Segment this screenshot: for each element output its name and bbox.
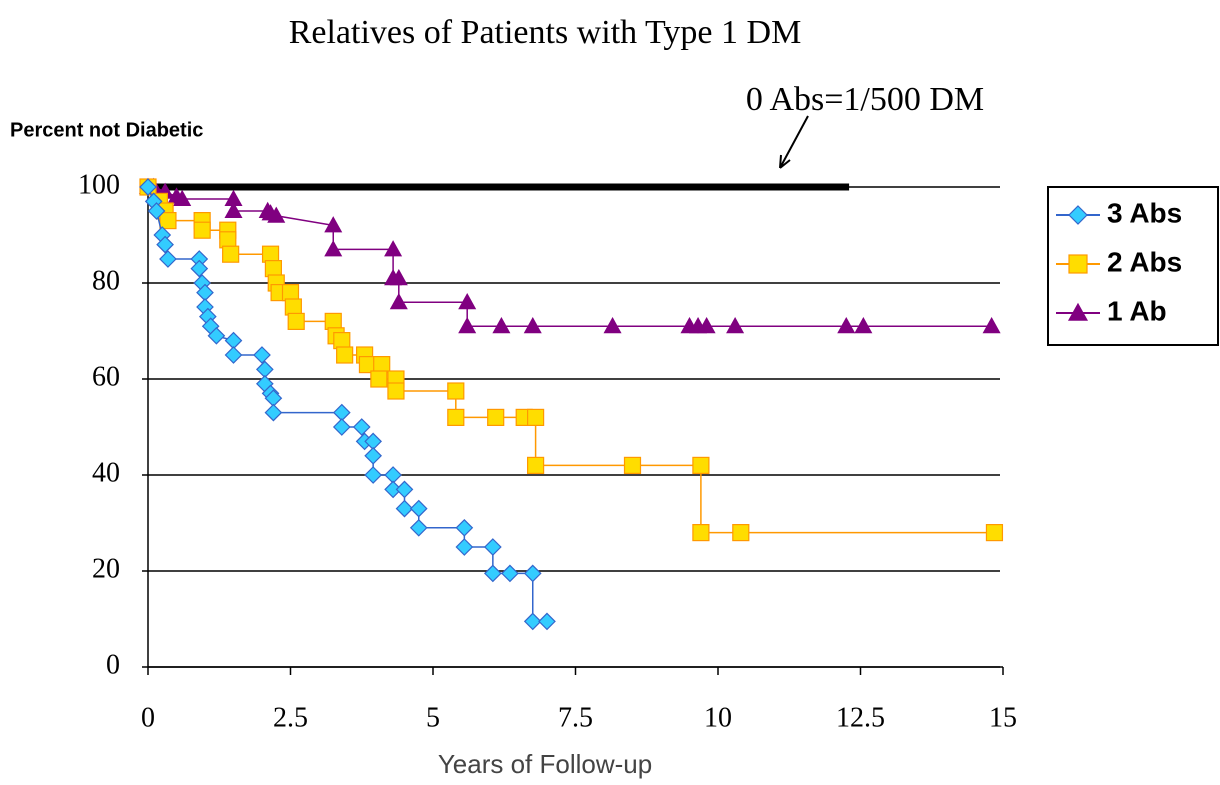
marker — [1068, 254, 1088, 274]
marker — [224, 201, 243, 218]
marker — [484, 564, 502, 583]
marker — [281, 284, 300, 302]
marker — [1067, 302, 1089, 321]
marker — [447, 408, 465, 426]
marker — [253, 346, 271, 364]
marker — [287, 312, 305, 330]
marker — [159, 212, 177, 230]
y-tick-label: 40 — [92, 457, 120, 488]
marker — [173, 189, 192, 206]
marker — [387, 382, 405, 400]
x-tick-label: 0 — [141, 702, 155, 733]
chart-title: Relatives of Patients with Type 1 DM — [289, 14, 802, 51]
y-tick-label: 80 — [92, 265, 120, 296]
marker — [224, 346, 243, 364]
marker — [395, 499, 414, 518]
y-tick-label: 100 — [78, 169, 120, 200]
marker — [526, 408, 545, 426]
marker — [487, 408, 505, 426]
marker — [333, 332, 351, 350]
marker — [395, 480, 414, 499]
y-tick-label: 0 — [106, 649, 120, 680]
marker — [447, 382, 465, 400]
marker — [261, 245, 280, 263]
marker — [458, 292, 477, 310]
marker — [603, 316, 622, 334]
x-tick-label: 7.5 — [558, 702, 593, 733]
marker — [219, 231, 237, 249]
marker — [982, 316, 1001, 334]
x-axis-label: Years of Follow-up — [438, 749, 652, 779]
marker — [523, 316, 542, 334]
marker — [139, 178, 157, 196]
marker — [324, 312, 342, 330]
y-tick-label: 60 — [92, 361, 120, 392]
marker — [409, 499, 428, 518]
marker — [324, 216, 343, 233]
marker — [501, 564, 519, 583]
marker — [837, 316, 856, 334]
marker — [409, 518, 428, 537]
marker — [492, 316, 511, 334]
x-tick-label: 15 — [989, 702, 1017, 733]
marker — [352, 418, 371, 436]
marker — [358, 356, 377, 374]
marker — [207, 326, 226, 345]
marker — [264, 260, 282, 278]
marker — [159, 250, 177, 268]
marker — [985, 523, 1004, 542]
marker — [455, 538, 474, 556]
marker — [222, 245, 240, 263]
marker — [455, 518, 474, 537]
marker — [364, 446, 382, 465]
marker — [1068, 205, 1088, 225]
legend-label: 1 Ab — [1107, 295, 1167, 326]
series-line — [147, 186, 547, 623]
x-tick-label: 12.5 — [836, 702, 885, 733]
y-tick-label: 20 — [92, 553, 120, 584]
marker — [370, 370, 388, 388]
marker — [854, 316, 873, 334]
marker — [523, 564, 542, 583]
annotation: 0 Abs=1/500 DM — [746, 81, 984, 118]
marker — [324, 240, 343, 257]
marker — [264, 403, 283, 422]
marker — [523, 612, 542, 631]
marker — [389, 268, 408, 286]
marker — [623, 456, 642, 474]
marker — [692, 523, 710, 542]
marker — [732, 523, 750, 542]
marker — [336, 346, 354, 364]
legend-label: 3 Abs — [1107, 197, 1182, 228]
marker — [364, 466, 382, 484]
marker — [332, 418, 351, 436]
series-line — [147, 186, 995, 534]
marker — [526, 456, 545, 474]
marker — [458, 316, 477, 334]
marker — [284, 298, 302, 316]
x-tick-label: 5 — [426, 702, 440, 733]
y-axis-label: Percent not Diabetic — [10, 119, 203, 141]
marker — [726, 316, 745, 334]
marker — [697, 316, 716, 334]
marker — [373, 356, 391, 374]
marker — [147, 202, 166, 220]
x-tick-label: 2.5 — [273, 702, 308, 733]
marker — [538, 612, 556, 631]
marker — [389, 292, 408, 310]
x-tick-label: 10 — [704, 702, 732, 733]
marker — [384, 240, 403, 257]
marker — [156, 235, 174, 254]
marker — [190, 259, 209, 278]
legend-label: 2 Abs — [1107, 246, 1182, 277]
annotation-arrow — [779, 115, 809, 169]
marker — [267, 206, 286, 223]
marker — [692, 456, 710, 474]
marker — [193, 221, 211, 239]
marker — [484, 538, 502, 556]
